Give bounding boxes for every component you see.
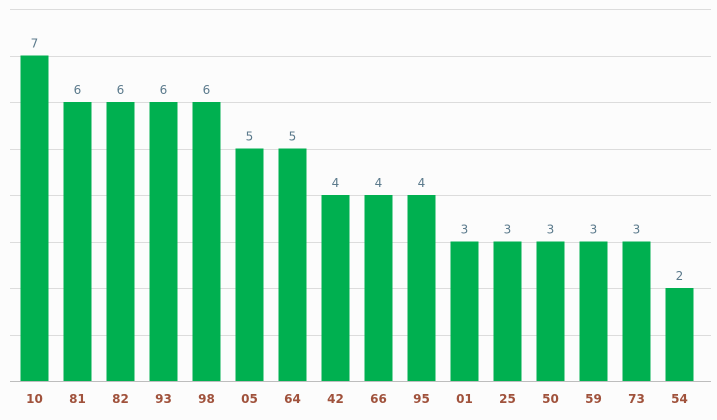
x-tick-label-10: 10 <box>26 392 43 406</box>
bar-05 <box>235 148 264 381</box>
bar-42 <box>321 195 350 381</box>
bar-93 <box>149 102 178 381</box>
value-label-10: 7 <box>31 37 39 51</box>
value-label-01: 3 <box>461 223 469 237</box>
x-tick-label-54: 54 <box>671 392 688 406</box>
value-label-25: 3 <box>504 223 512 237</box>
x-tick-label-59: 59 <box>585 392 602 406</box>
x-tick-label-05: 05 <box>241 392 258 406</box>
bar-10 <box>20 55 49 381</box>
x-tick-label-82: 82 <box>112 392 129 406</box>
x-tick-labels: 10 81 82 93 98 05 64 42 66 95 01 25 50 59 73 54 <box>26 392 688 406</box>
bar-54 <box>665 288 694 381</box>
x-tick-label-64: 64 <box>284 392 301 406</box>
bar-64 <box>278 148 307 381</box>
bar-25 <box>493 241 522 381</box>
value-label-81: 6 <box>74 83 82 97</box>
x-tick-label-66: 66 <box>370 392 387 406</box>
bar-66 <box>364 195 393 381</box>
x-tick-label-95: 95 <box>413 392 430 406</box>
bar-98 <box>192 102 221 381</box>
value-labels: 7 6 6 6 6 5 5 4 4 4 3 3 3 3 3 2 <box>31 37 684 284</box>
x-tick-label-81: 81 <box>69 392 86 406</box>
value-label-05: 5 <box>246 130 254 144</box>
value-label-66: 4 <box>375 176 383 190</box>
x-tick-label-42: 42 <box>327 392 344 406</box>
value-label-98: 6 <box>203 83 211 97</box>
value-label-54: 2 <box>676 269 684 283</box>
x-tick-label-73: 73 <box>628 392 645 406</box>
value-label-95: 4 <box>418 176 426 190</box>
value-label-50: 3 <box>547 223 555 237</box>
bar-81 <box>63 102 92 381</box>
bar-95 <box>407 195 436 381</box>
bar-59 <box>579 241 608 381</box>
value-label-82: 6 <box>117 83 125 97</box>
x-tick-label-93: 93 <box>155 392 172 406</box>
bar-73 <box>622 241 651 381</box>
value-label-42: 4 <box>332 176 340 190</box>
value-label-73: 3 <box>633 223 641 237</box>
x-tick-label-25: 25 <box>499 392 516 406</box>
value-label-64: 5 <box>289 130 297 144</box>
x-tick-label-01: 01 <box>456 392 473 406</box>
bars <box>20 55 694 381</box>
bar-01 <box>450 241 479 381</box>
value-label-59: 3 <box>590 223 598 237</box>
bar-50 <box>536 241 565 381</box>
value-label-93: 6 <box>160 83 168 97</box>
x-tick-label-50: 50 <box>542 392 559 406</box>
bar-82 <box>106 102 135 381</box>
x-tick-label-98: 98 <box>198 392 215 406</box>
